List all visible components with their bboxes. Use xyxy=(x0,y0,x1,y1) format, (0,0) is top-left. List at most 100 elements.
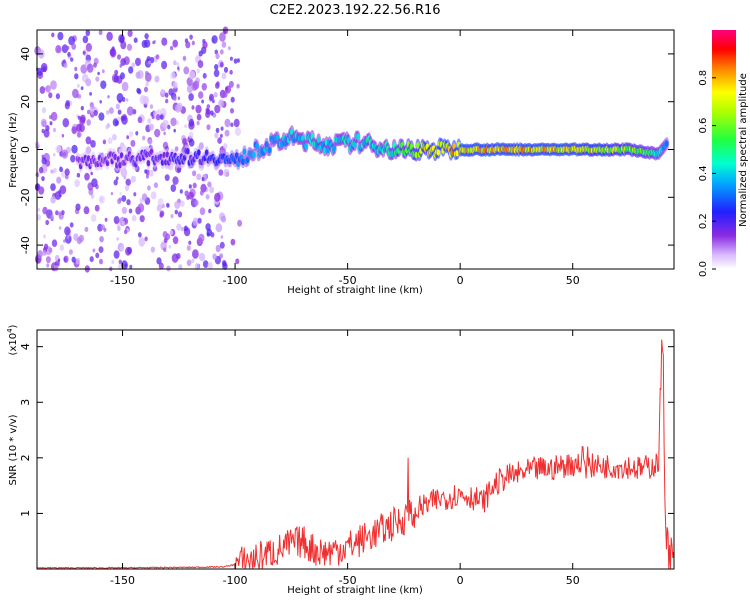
noise-speckle xyxy=(224,129,230,137)
noise-speckle xyxy=(92,248,96,253)
noise-speckle xyxy=(71,43,77,50)
noise-speckle xyxy=(120,72,125,80)
noise-speckle xyxy=(186,195,190,200)
noise-speckle xyxy=(225,85,232,94)
noise-speckle xyxy=(121,195,127,202)
noise-speckle xyxy=(172,236,179,245)
noise-speckle xyxy=(55,145,62,154)
noise-speckle xyxy=(37,250,43,258)
noise-speckle xyxy=(182,138,187,145)
noise-speckle xyxy=(177,96,181,101)
noise-speckle xyxy=(212,253,217,260)
x-tick-label: -100 xyxy=(223,574,248,587)
x-tick-label: 50 xyxy=(566,574,580,587)
snr-frame xyxy=(36,329,675,570)
noise-speckle xyxy=(216,81,220,87)
noise-speckle xyxy=(116,237,119,241)
noise-speckle xyxy=(58,226,62,230)
noise-speckle xyxy=(40,62,48,73)
noise-speckle xyxy=(41,176,45,182)
noise-speckle xyxy=(171,253,179,263)
noise-speckle xyxy=(236,83,240,89)
noise-speckle xyxy=(167,124,171,130)
noise-speckle xyxy=(130,139,136,147)
noise-speckle xyxy=(82,35,89,44)
noise-speckle xyxy=(95,252,100,259)
noise-speckle xyxy=(188,93,194,101)
noise-speckle xyxy=(219,61,224,68)
noise-speckle xyxy=(90,194,95,199)
noise-speckle xyxy=(196,173,202,181)
snr-y-ticks: 1 2 3 4 xyxy=(19,343,674,517)
noise-speckle xyxy=(191,105,195,110)
noise-speckle xyxy=(177,167,181,173)
ridge-cell xyxy=(252,151,256,159)
noise-speckle xyxy=(198,91,204,99)
noise-speckle xyxy=(48,247,53,253)
noise-speckle xyxy=(199,207,206,216)
noise-speckle xyxy=(138,237,146,247)
noise-speckle xyxy=(78,94,82,99)
noise-speckle xyxy=(228,80,234,88)
noise-speckle xyxy=(149,104,154,109)
noise-speckle xyxy=(39,86,46,94)
noise-speckle xyxy=(45,125,50,132)
noise-speckle xyxy=(220,235,224,239)
noise-speckle xyxy=(160,88,165,95)
noise-speckle xyxy=(147,185,151,191)
ridge-cell xyxy=(416,142,420,149)
noise-speckle xyxy=(42,206,48,215)
x-tick-label: -50 xyxy=(339,274,357,287)
noise-speckle xyxy=(82,50,86,55)
colorbar-ticks: 0.0 0.2 0.4 0.6 0.8 xyxy=(698,70,716,277)
noise-speckle xyxy=(188,138,195,147)
noise-speckle xyxy=(208,208,212,214)
noise-speckle xyxy=(121,96,126,102)
noise-speckle xyxy=(89,92,92,96)
noise-speckle xyxy=(124,184,130,192)
noise-speckle xyxy=(87,109,91,115)
noise-speckle xyxy=(80,106,84,111)
y-tick-label: -20 xyxy=(19,188,32,206)
noise-speckle xyxy=(131,62,135,68)
noise-speckle xyxy=(130,175,136,183)
noise-speckle xyxy=(75,257,81,265)
noise-speckle xyxy=(207,261,213,270)
colorbar-gradient xyxy=(712,30,736,269)
noise-speckle xyxy=(50,195,56,204)
noise-speckle xyxy=(125,178,131,186)
noise-speckle xyxy=(211,35,218,44)
ridge-cell xyxy=(255,142,259,150)
noise-speckle xyxy=(182,55,187,61)
y-tick-label: 4 xyxy=(19,343,32,350)
noise-speckle xyxy=(145,174,149,179)
noise-speckle xyxy=(166,202,170,208)
noise-speckle xyxy=(133,192,137,197)
noise-speckle xyxy=(183,225,188,232)
noise-speckle xyxy=(180,226,185,232)
noise-speckle xyxy=(218,99,225,108)
noise-speckle xyxy=(147,118,152,124)
noise-speckle xyxy=(68,36,75,46)
x-tick-label: -100 xyxy=(223,274,248,287)
noise-speckle xyxy=(205,110,211,118)
noise-speckle xyxy=(85,136,92,145)
noise-speckle xyxy=(229,70,233,75)
noise-speckle xyxy=(106,110,110,115)
noise-speckle xyxy=(63,62,68,69)
x-tick-label: -150 xyxy=(110,274,135,287)
noise-speckle xyxy=(67,51,71,57)
noise-speckle xyxy=(223,66,229,73)
noise-speckle xyxy=(59,166,63,173)
noise-speckle xyxy=(168,88,174,96)
noise-speckle xyxy=(237,219,243,227)
y-tick-label: 1 xyxy=(19,510,32,517)
noise-speckle xyxy=(66,235,70,240)
noise-speckle xyxy=(170,214,174,219)
noise-speckle xyxy=(86,119,91,126)
noise-speckle xyxy=(136,87,141,94)
noise-speckle xyxy=(202,260,209,268)
noise-speckle xyxy=(170,184,177,193)
noise-speckle xyxy=(131,215,137,222)
noise-speckle xyxy=(201,99,205,104)
